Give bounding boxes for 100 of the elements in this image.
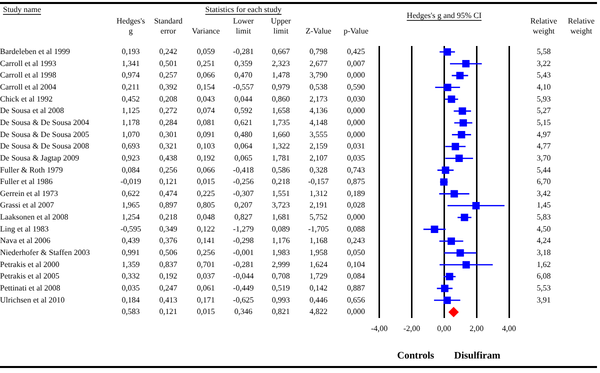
data-label: 0,044 bbox=[234, 94, 252, 104]
data-label: 2,677 bbox=[309, 58, 328, 68]
x-tick-label: p-Value bbox=[344, 26, 369, 36]
data-label: 0,084 bbox=[347, 272, 365, 281]
data-label: -0,557 bbox=[233, 82, 254, 92]
data-label: 3,91 bbox=[536, 295, 551, 304]
data-label: 0,805 bbox=[196, 200, 215, 210]
data-label: -0,044 bbox=[233, 272, 254, 281]
data-label: 0,000 bbox=[347, 118, 365, 127]
data-label: 0,081 bbox=[196, 118, 215, 127]
data-label: 4,136 bbox=[309, 106, 328, 116]
data-label: 1,478 bbox=[272, 70, 290, 80]
data-label: 4,97 bbox=[536, 130, 551, 139]
data-label: 0,184 bbox=[122, 295, 140, 304]
x-tick-label: -2,00 bbox=[403, 324, 420, 333]
data-label: 1,958 bbox=[309, 248, 328, 258]
x-tick-label: Variance bbox=[192, 26, 220, 36]
data-label: 0,218 bbox=[159, 212, 178, 222]
y-tick-label: Pettinati et al 2008 bbox=[0, 284, 60, 293]
data-label: 0,059 bbox=[196, 47, 215, 56]
data-label: -0,281 bbox=[233, 260, 254, 269]
data-label: 0,538 bbox=[309, 82, 328, 92]
y-tick-label: Grassi et al 2007 bbox=[0, 200, 54, 210]
data-label: -0,307 bbox=[233, 188, 254, 198]
data-label: 0,207 bbox=[234, 200, 252, 210]
y-tick-label: Petrakis et al 2000 bbox=[0, 260, 60, 269]
x-tick-label: Z-Value bbox=[306, 26, 332, 36]
data-label: 0,328 bbox=[309, 165, 328, 174]
data-label: 5,752 bbox=[309, 212, 328, 222]
data-label: 0,413 bbox=[159, 295, 178, 304]
x-tick-label: Standard error bbox=[154, 16, 183, 36]
data-label: 0,037 bbox=[196, 272, 215, 281]
data-label: 5,44 bbox=[536, 165, 551, 174]
data-label: 0,887 bbox=[347, 284, 365, 293]
x-tick-label: 0,00 bbox=[437, 324, 452, 333]
data-label: 0,000 bbox=[347, 307, 365, 316]
data-label: 2,159 bbox=[309, 142, 328, 151]
x-tick-label: 2,00 bbox=[470, 324, 484, 333]
data-label: -0,418 bbox=[233, 165, 254, 174]
data-label: 4,10 bbox=[536, 82, 551, 92]
data-label: -0,281 bbox=[233, 47, 254, 56]
data-label: 0,743 bbox=[347, 165, 365, 174]
data-label: 0,000 bbox=[347, 130, 365, 139]
data-label: 0,860 bbox=[272, 94, 290, 104]
data-label: 0,015 bbox=[196, 307, 215, 316]
data-label: -0,019 bbox=[120, 177, 142, 186]
data-label: 0,074 bbox=[196, 106, 215, 116]
data-label: 0,030 bbox=[347, 94, 365, 104]
data-label: 0,586 bbox=[272, 165, 290, 174]
y-tick-label: De Sousa & De Sousa 2005 bbox=[0, 130, 90, 139]
data-label: 2,323 bbox=[272, 58, 290, 68]
data-label: 0,225 bbox=[196, 188, 215, 198]
data-label: 0,121 bbox=[159, 307, 178, 316]
data-label: 0,656 bbox=[347, 295, 365, 304]
data-label: 0,506 bbox=[159, 248, 178, 258]
data-label: 4,148 bbox=[309, 118, 328, 127]
data-label: -1,705 bbox=[308, 224, 329, 234]
data-label: 0,693 bbox=[122, 142, 140, 151]
data-label: 0,621 bbox=[234, 118, 252, 127]
data-label: 0,065 bbox=[234, 153, 252, 162]
data-label: 0,171 bbox=[196, 295, 215, 304]
y-tick-label: De Sousa & De Sousa 2008 bbox=[0, 142, 90, 151]
data-label: 0,211 bbox=[122, 82, 140, 92]
data-label: -0,001 bbox=[233, 248, 254, 258]
data-label: 0,470 bbox=[234, 70, 252, 80]
data-label: -0,449 bbox=[233, 284, 254, 293]
data-label: 0,827 bbox=[234, 212, 252, 222]
x-tick-label: Lower limit bbox=[232, 16, 254, 36]
data-label: 0,284 bbox=[159, 118, 178, 127]
data-label: 0,028 bbox=[347, 200, 365, 210]
data-label: 0,301 bbox=[159, 130, 178, 139]
data-label: 1,070 bbox=[122, 130, 140, 139]
data-label: 0,208 bbox=[159, 94, 178, 104]
data-label: 1,551 bbox=[272, 188, 290, 198]
data-label: 0,251 bbox=[196, 58, 215, 68]
data-label: 0,991 bbox=[122, 248, 140, 258]
data-label: 0,189 bbox=[347, 188, 365, 198]
data-label: 3,723 bbox=[272, 200, 290, 210]
x-tick-label: Relative weight bbox=[568, 16, 596, 36]
data-label: 1,125 bbox=[122, 106, 140, 116]
data-label: 0,667 bbox=[272, 47, 290, 56]
data-label: 0,089 bbox=[272, 224, 290, 234]
data-label: 0,332 bbox=[122, 272, 140, 281]
data-label: 0,519 bbox=[272, 284, 290, 293]
data-label: 0,256 bbox=[159, 165, 178, 174]
data-label: 3,42 bbox=[536, 188, 551, 198]
data-label: 0,122 bbox=[196, 224, 215, 234]
data-label: 0,043 bbox=[196, 94, 215, 104]
data-label: 0,622 bbox=[122, 188, 140, 198]
data-label: 0,142 bbox=[309, 284, 328, 293]
y-tick-label: Petrakis et al 2005 bbox=[0, 272, 60, 281]
y-tick-label: De Sousa & De Sousa 2004 bbox=[0, 118, 90, 127]
y-tick-label: Bardeleben et al 1999 bbox=[0, 47, 70, 56]
data-label: -0,157 bbox=[308, 177, 329, 186]
data-label: 0,501 bbox=[159, 58, 178, 68]
chart-title: Hedges's g and 95% CI bbox=[406, 11, 482, 20]
y-tick-label: Carroll et al 2004 bbox=[0, 82, 56, 92]
data-label: 6,70 bbox=[536, 177, 551, 186]
data-label: 2,107 bbox=[309, 153, 328, 162]
data-label: 3,555 bbox=[309, 130, 328, 139]
